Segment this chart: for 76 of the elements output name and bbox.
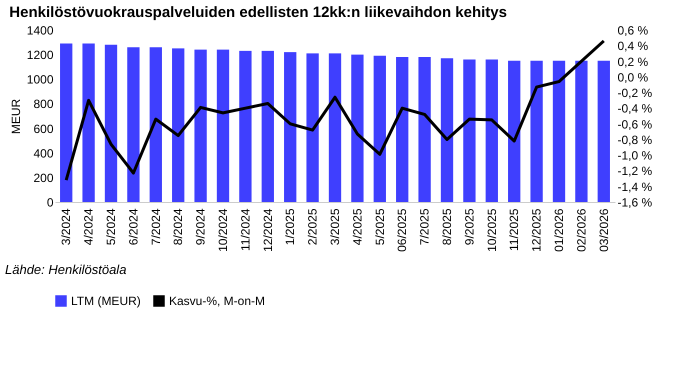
y2-tick-label: 0,2 %: [618, 54, 649, 69]
bar: [172, 48, 184, 202]
bar: [440, 58, 454, 202]
bar: [351, 54, 364, 202]
x-tick-label: 10/2025: [484, 208, 499, 252]
x-tick-label: 11/2024: [238, 208, 252, 251]
y-tick-label: 1400: [26, 24, 54, 38]
bar: [486, 59, 498, 202]
x-tick-label: 4/2024: [82, 208, 96, 246]
bar: [82, 44, 95, 202]
x-tick-label: 6/2024: [126, 208, 140, 246]
y-tick-label: 600: [33, 122, 54, 136]
y-tick-label: 1200: [26, 48, 54, 62]
x-tick-label: 03/2026: [596, 208, 611, 252]
x-tick-label: 02/2026: [574, 208, 588, 252]
bar: [194, 50, 207, 202]
bar: [552, 60, 566, 202]
x-tick-label: 3/2024: [59, 208, 74, 246]
bar: [262, 50, 274, 202]
x-tick-label: 9/2024: [194, 208, 208, 246]
y2-tick-label: -0,8 %: [618, 132, 653, 147]
y2-tick-label: -0,4 %: [618, 102, 653, 116]
bar: [374, 56, 386, 202]
y-tick-label: 800: [33, 97, 54, 112]
y-tick-label: 1000: [26, 72, 54, 87]
bar: [418, 57, 431, 202]
line-series: [64, 39, 606, 182]
bar: [575, 60, 588, 202]
x-tick-label: 7/2025: [418, 208, 432, 246]
bar: [598, 60, 610, 202]
y2-tick-label: -1,2 %: [618, 164, 653, 178]
y2-tick-label: 0,0 %: [618, 70, 649, 84]
y-tick-label: 400: [33, 146, 54, 160]
y-axis-title: MEUR: [8, 98, 23, 134]
bar: [150, 47, 162, 202]
y2-tick-label: -1,0 %: [618, 148, 653, 163]
x-tick-label: 10/2024: [216, 208, 230, 252]
legend-label: LTM (MEUR): [71, 294, 141, 308]
bar: [60, 44, 72, 202]
y-tick-label: 200: [33, 170, 54, 185]
bar: [328, 53, 342, 202]
text: Lähde: Henkilöstöala: [5, 262, 126, 277]
bar: [216, 50, 230, 202]
x-tick-label: 2/2025: [306, 208, 320, 246]
y2-tick-label: 0,6 %: [618, 24, 649, 38]
x-tick-label: 5/2024: [104, 208, 118, 246]
bar: [530, 60, 543, 202]
bar: [396, 57, 408, 202]
x-tick-label: 5/2025: [372, 208, 387, 246]
x-tick-label: 1/2025: [283, 208, 298, 246]
bar: [508, 60, 520, 202]
bar: [239, 50, 252, 202]
x-tick-label: 4/2025: [350, 208, 364, 246]
bar: [127, 47, 140, 202]
x-tick-label: 8/2025: [440, 208, 454, 246]
x-tick-label: 06/2025: [395, 208, 410, 252]
legend-label: Kasvu-%, M-on-M: [169, 294, 266, 308]
chart-title: Henkilöstövuokrauspalveluiden edellisten 12kk:n liikevaihdon kehitys: [9, 4, 507, 21]
bar: [104, 44, 118, 202]
y2-tick-label: -0,6 %: [618, 117, 653, 132]
x-tick-label: 12/2024: [260, 208, 275, 252]
y2-tick-label: -1,6 %: [618, 196, 653, 210]
x-tick-label: 8/2024: [171, 208, 186, 246]
x-tick-label: 3/2025: [328, 208, 342, 246]
y-tick-label: 0: [46, 196, 54, 210]
y2-tick-label: -0,2 %: [618, 86, 653, 100]
x-tick-label: 9/2025: [462, 208, 476, 246]
x-tick-label: 12/2025: [530, 208, 544, 252]
x-tick-label: 11/2025: [507, 208, 522, 251]
bar: [306, 53, 319, 202]
y2-tick-label: -1,4 %: [618, 180, 653, 194]
x-tick-label: 7/2024: [148, 208, 163, 246]
x-tick-label: 01/2026: [552, 208, 566, 252]
bar: [463, 59, 476, 202]
y2-tick-label: 0,4 %: [618, 39, 649, 54]
bar: [284, 52, 296, 202]
